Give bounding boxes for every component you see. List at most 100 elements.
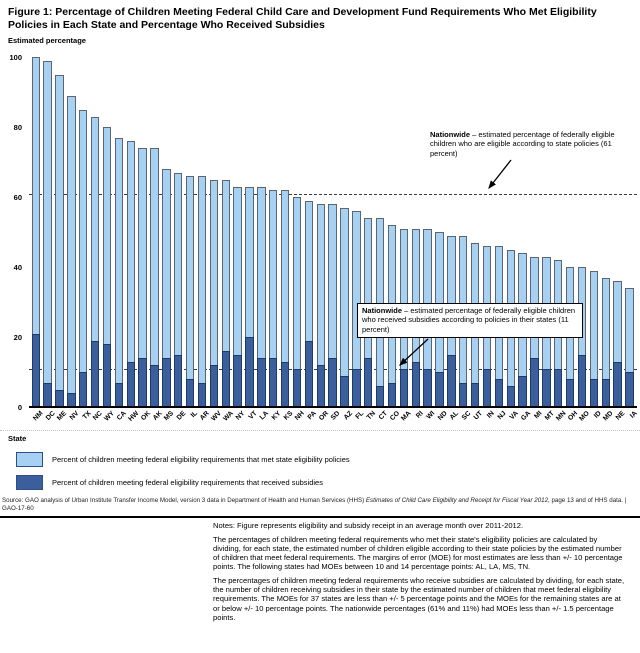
annotation-subsidy-text: – estimated percentage of federally elig… <box>362 306 576 334</box>
x-tick-label-nh: NH <box>294 410 307 422</box>
annotation-eligibility: Nationwide – estimated percentage of fed… <box>430 130 640 159</box>
bar-group-ia: IA <box>624 57 639 420</box>
subsidy-bar-id <box>589 379 599 407</box>
x-tick-label-al: AL <box>449 410 461 422</box>
eligibility-bar-il <box>185 176 195 407</box>
subsidy-bar-vt <box>245 337 254 407</box>
x-tick-label-ct: CT <box>377 410 390 422</box>
subsidy-bar-ct <box>375 386 385 407</box>
subsidy-bar-md <box>601 379 610 407</box>
subsidy-bar-oh <box>565 379 575 407</box>
bar-group-wy: WY <box>101 57 116 423</box>
x-tick-label-md: MD <box>602 410 615 423</box>
bar-group-ar: AR <box>196 57 211 422</box>
subsidy-bar-mn <box>554 368 563 407</box>
x-tick-label-ia: IA <box>628 410 639 420</box>
x-tick-label-wv: WV <box>210 410 223 423</box>
bar-group-nj: NJ <box>493 57 508 421</box>
subsidy-bar-al <box>447 354 456 407</box>
source-suffix: , page 13 and of HHS data. | GAO-17-60 <box>2 497 627 512</box>
subsidy-bar-sd <box>328 358 337 407</box>
y-tick-label-40: 40 <box>13 263 22 272</box>
y-axis-ticks: 0 20 40 60 80 100 <box>0 53 26 417</box>
y-tick-label-80: 80 <box>13 123 22 132</box>
subsidy-bar-ak <box>150 365 159 407</box>
eligibility-bar-me <box>55 74 64 407</box>
subsidy-bar-ca <box>114 382 124 407</box>
bar-group-mo: MO <box>576 57 591 423</box>
subsidy-bar-va <box>506 386 515 407</box>
x-tick-label-mo: MO <box>578 410 592 423</box>
x-tick-label-nc: NC <box>92 410 105 422</box>
subsidy-bar-dc <box>43 382 52 407</box>
x-tick-label-in: IN <box>486 410 497 420</box>
subsidy-bar-tn <box>364 358 373 407</box>
subsidy-bar-tx <box>79 372 88 407</box>
x-tick-label-tx: TX <box>81 410 93 422</box>
x-tick-label-fl: FL <box>354 410 366 421</box>
subsidy-bar-il <box>185 379 195 407</box>
eligibility-bar-ar <box>197 176 207 407</box>
annotation-eligibility-bold: Nationwide <box>430 130 471 139</box>
bar-group-de: DE <box>173 57 187 422</box>
source-note: Source: GAO analysis of Urban Institute … <box>2 497 638 513</box>
subsidy-bar-co <box>387 382 397 407</box>
subsidy-bar-sc <box>459 382 468 407</box>
x-tick-label-nd: ND <box>436 410 449 422</box>
eligibility-bar-nv <box>67 95 76 407</box>
legend-swatch-eligibility <box>16 452 43 467</box>
x-tick-label-ny: NY <box>235 410 247 422</box>
subsidy-bar-or <box>316 365 325 407</box>
subsidy-bar-az <box>340 375 349 407</box>
x-tick-label-sc: SC <box>460 410 473 422</box>
subsidy-bar-wi <box>423 368 432 407</box>
bar-group-md: MD <box>600 57 615 422</box>
x-tick-label-ms: MS <box>163 410 176 423</box>
bar-group-mt: MT <box>541 57 555 422</box>
bar-group-ny: NY <box>232 57 247 422</box>
source-text: Source: GAO analysis of Urban Institute … <box>2 497 366 504</box>
y-tick-label-60: 60 <box>13 193 22 202</box>
subsidy-bar-ms <box>162 358 171 407</box>
bar-group-sd: SD <box>327 57 342 422</box>
x-tick-label-sd: SD <box>330 410 342 422</box>
bar-group-nv: NV <box>66 57 80 422</box>
subsidy-bar-pa <box>304 340 314 407</box>
x-tick-label-wi: WI <box>425 410 437 421</box>
source-publication-title: Estimates of Child Care Eligibility and … <box>365 497 549 504</box>
subsidy-bar-ok <box>138 358 147 407</box>
notes-paragraph-2: The percentages of children meeting fede… <box>213 534 623 572</box>
x-tick-label-mt: MT <box>543 410 556 422</box>
bar-group-co: CO <box>386 57 401 422</box>
bar-group-ky: KY <box>268 57 282 422</box>
x-tick-label-ne: NE <box>615 410 627 422</box>
bar-group-ms: MS <box>161 57 175 422</box>
bar-group-pa: PA <box>303 57 318 421</box>
bar-group-ga: GA <box>517 57 532 422</box>
x-tick-label-co: CO <box>388 410 402 423</box>
legend-label-eligibility: Percent of children meeting federal elig… <box>52 455 350 464</box>
x-tick-label-nm: NM <box>32 410 45 423</box>
x-tick-label-ga: GA <box>519 410 532 423</box>
bar-group-nc: NC <box>89 57 104 422</box>
bar-group-mn: MN <box>553 57 567 422</box>
bar-group-tn: TN <box>363 57 377 421</box>
subsidy-bar-me <box>55 389 64 407</box>
bar-group-ma: MA <box>398 57 413 422</box>
notes-paragraph-3: The percentages of children meeting fede… <box>213 576 625 622</box>
x-tick-label-nj: NJ <box>496 410 508 422</box>
bar-group-me: ME <box>54 57 69 422</box>
bar-group-ak: AK <box>149 57 164 422</box>
x-tick-label-wa: WA <box>222 410 235 423</box>
x-tick-label-mn: MN <box>554 410 568 423</box>
bar-group-wa: WA <box>220 57 235 423</box>
bar-group-va: VA <box>505 57 520 421</box>
x-tick-label-va: VA <box>508 410 520 422</box>
y-tick-label-20: 20 <box>13 333 22 342</box>
bar-group-il: IL <box>184 57 199 419</box>
x-axis-title: State <box>8 434 27 443</box>
x-tick-label-hw: HW <box>126 410 140 423</box>
bar-group-dc: DC <box>42 57 57 422</box>
bar-group-ne: NE <box>612 57 627 422</box>
